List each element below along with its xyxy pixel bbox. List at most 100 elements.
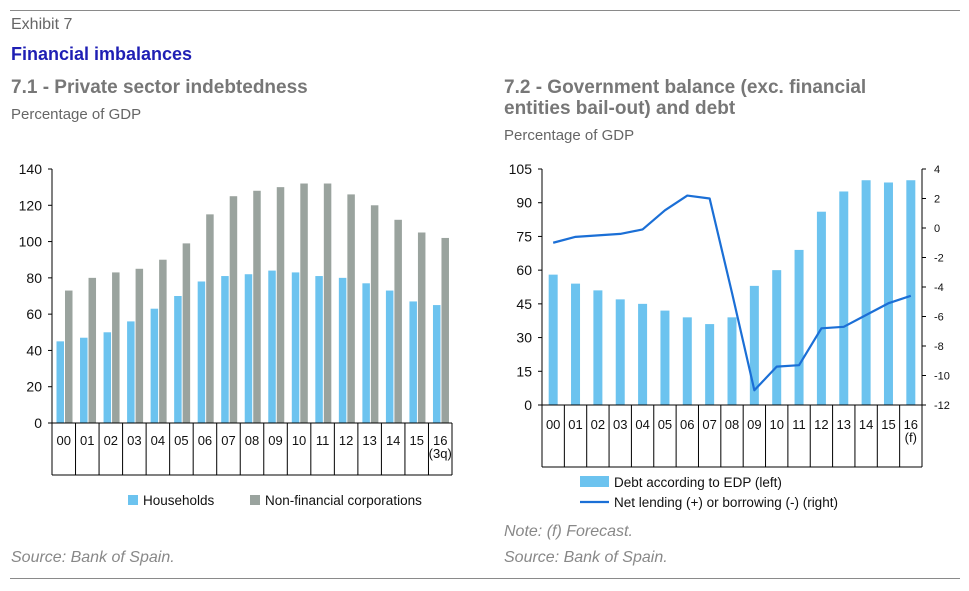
y-tick-label: 0 <box>34 415 42 431</box>
private-sector-indebtedness-chart: 0 20 40 60 80 100 120 140 00 01 02 03 04 05 06 07 08 09 10… <box>19 161 453 508</box>
bar-households <box>221 276 229 423</box>
x-tick-label: 16 <box>433 433 447 448</box>
x-tick-label: 07 <box>702 417 716 432</box>
bar-debt <box>682 317 692 405</box>
x-tick-label: 00 <box>57 433 71 448</box>
bar-debt <box>772 270 782 405</box>
x-tick-label: 03 <box>613 417 627 432</box>
left-y-tick-label: 90 <box>516 195 532 211</box>
legend-swatch-households <box>128 495 138 505</box>
x-tick-label: 11 <box>316 433 330 448</box>
y-tick-label: 140 <box>19 161 43 177</box>
right-y-tick-label: -6 <box>934 312 944 324</box>
bar-households <box>315 276 323 423</box>
x-tick-label: 04 <box>151 433 165 448</box>
bar-non-financial-corporations <box>88 277 97 423</box>
x-tick-label: (f) <box>905 430 917 445</box>
bar-households <box>362 283 370 423</box>
right-y-tick-label: 2 <box>934 194 940 206</box>
right-y-tick-label: -8 <box>934 341 944 353</box>
line-net-lending <box>552 194 912 392</box>
bar-households <box>103 332 112 423</box>
left-chart-unit: Percentage of GDP <box>11 106 142 123</box>
right-chart-title-line1: 7.2 - Government balance (exc. financial <box>504 77 867 98</box>
top-rule <box>10 10 960 11</box>
x-tick-label: 07 <box>221 433 235 448</box>
x-tick-label: 15 <box>409 433 423 448</box>
x-tick-label: 13 <box>362 433 376 448</box>
x-tick-label: 14 <box>386 433 400 448</box>
bar-households <box>244 274 253 423</box>
bar-non-financial-corporations <box>206 214 214 423</box>
legend-label-debt: Debt according to EDP (left) <box>614 475 782 490</box>
right-y-tick-label: 0 <box>934 223 940 235</box>
bar-debt <box>705 324 715 405</box>
left-y-tick-label: 0 <box>524 397 532 413</box>
legend-swatch-debt <box>580 476 609 487</box>
left-chart-source: Source: Bank of Spain. <box>11 549 175 566</box>
bar-non-financial-corporations <box>112 272 120 423</box>
bar-households <box>174 296 182 423</box>
right-chart-title-line2: entities bail-out) and debt <box>504 98 736 119</box>
bar-debt <box>906 180 916 405</box>
right-chart-unit: Percentage of GDP <box>504 127 635 144</box>
bar-non-financial-corporations <box>253 190 261 423</box>
bar-households <box>80 337 88 423</box>
right-y-tick-label: -2 <box>934 253 944 265</box>
bar-households <box>432 305 441 423</box>
bar-debt <box>794 249 804 405</box>
right-y-tick-label: 4 <box>934 164 940 176</box>
bar-households <box>127 321 135 423</box>
x-tick-label: 09 <box>747 417 761 432</box>
bar-non-financial-corporations <box>323 183 332 423</box>
bar-households <box>268 270 276 423</box>
x-tick-label: 02 <box>104 433 118 448</box>
bar-non-financial-corporations <box>182 243 191 423</box>
bottom-rule <box>10 578 960 579</box>
x-tick-label: 11 <box>792 417 806 432</box>
bar-households <box>150 308 159 423</box>
x-tick-label: 08 <box>725 417 739 432</box>
bar-non-financial-corporations <box>159 259 167 423</box>
government-balance-debt-chart: 0 15 30 45 60 75 90 105 4 2 0 -2 -4 -6 -8 -10 -12 00 01 02 0… <box>509 161 950 510</box>
x-tick-label: 16 <box>904 417 918 432</box>
x-tick-label: 04 <box>635 417 649 432</box>
bar-debt <box>548 274 558 405</box>
x-tick-label: 15 <box>881 417 895 432</box>
left-y-tick-label: 30 <box>516 330 532 346</box>
y-tick-label: 40 <box>26 342 42 358</box>
left-y-tick-label: 75 <box>516 228 532 244</box>
legend-label-households: Households <box>143 493 215 508</box>
y-tick-label: 80 <box>26 270 42 286</box>
bar-households <box>56 341 64 423</box>
bar-debt <box>660 310 670 405</box>
left-y-tick-label: 60 <box>516 262 532 278</box>
right-y-tick-label: -4 <box>934 282 944 294</box>
x-tick-label: 01 <box>568 417 582 432</box>
x-tick-label: 10 <box>292 433 306 448</box>
x-tick-label: 00 <box>546 417 560 432</box>
x-tick-label: 10 <box>769 417 783 432</box>
bar-debt <box>571 283 581 405</box>
left-y-tick-label: 45 <box>516 296 532 312</box>
bar-non-financial-corporations <box>135 268 144 423</box>
bar-households <box>385 290 394 423</box>
bar-debt <box>749 285 759 405</box>
x-tick-label: 12 <box>339 433 353 448</box>
right-chart-note: Note: (f) Forecast. <box>504 523 633 540</box>
x-tick-label: 05 <box>174 433 188 448</box>
bar-non-financial-corporations <box>441 237 449 423</box>
x-tick-label: 03 <box>127 433 141 448</box>
x-tick-label: (3q) <box>429 446 452 461</box>
page-title: Financial imbalances <box>11 44 193 64</box>
bar-debt <box>839 191 849 405</box>
x-tick-label: 02 <box>591 417 605 432</box>
exhibit-label: Exhibit 7 <box>11 16 73 33</box>
y-tick-label: 120 <box>19 197 43 213</box>
x-tick-label: 14 <box>859 417 873 432</box>
legend-swatch-non-financial-corporations <box>250 495 260 505</box>
x-tick-label: 12 <box>814 417 828 432</box>
bar-households <box>291 272 300 423</box>
right-chart-source: Source: Bank of Spain. <box>504 549 668 566</box>
x-tick-label: 09 <box>268 433 282 448</box>
